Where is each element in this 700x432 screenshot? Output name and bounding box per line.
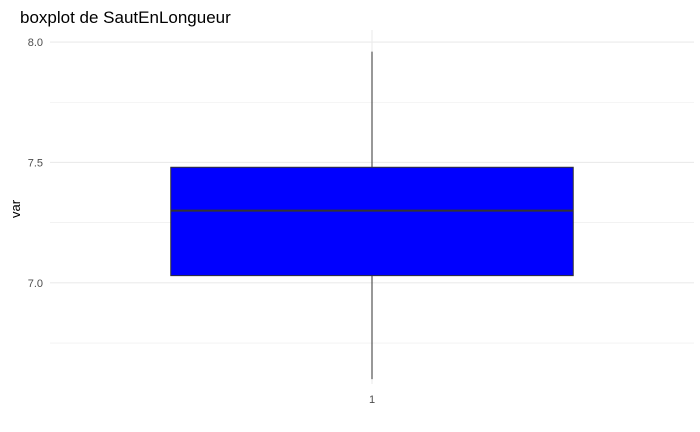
boxes bbox=[170, 51, 574, 380]
y-tick-label: 7.0 bbox=[28, 278, 43, 290]
y-tick-label: 7.5 bbox=[28, 157, 43, 169]
box-iqr bbox=[170, 166, 574, 277]
y-axis-title: var bbox=[8, 199, 23, 218]
chart-title: boxplot de SautEnLongueur bbox=[20, 8, 231, 27]
y-tick-label: 8.0 bbox=[28, 37, 43, 49]
x-tick-labels: 1 bbox=[369, 394, 375, 406]
x-tick-label: 1 bbox=[369, 394, 375, 406]
y-tick-labels: 7.0 7.5 8.0 bbox=[28, 37, 43, 290]
